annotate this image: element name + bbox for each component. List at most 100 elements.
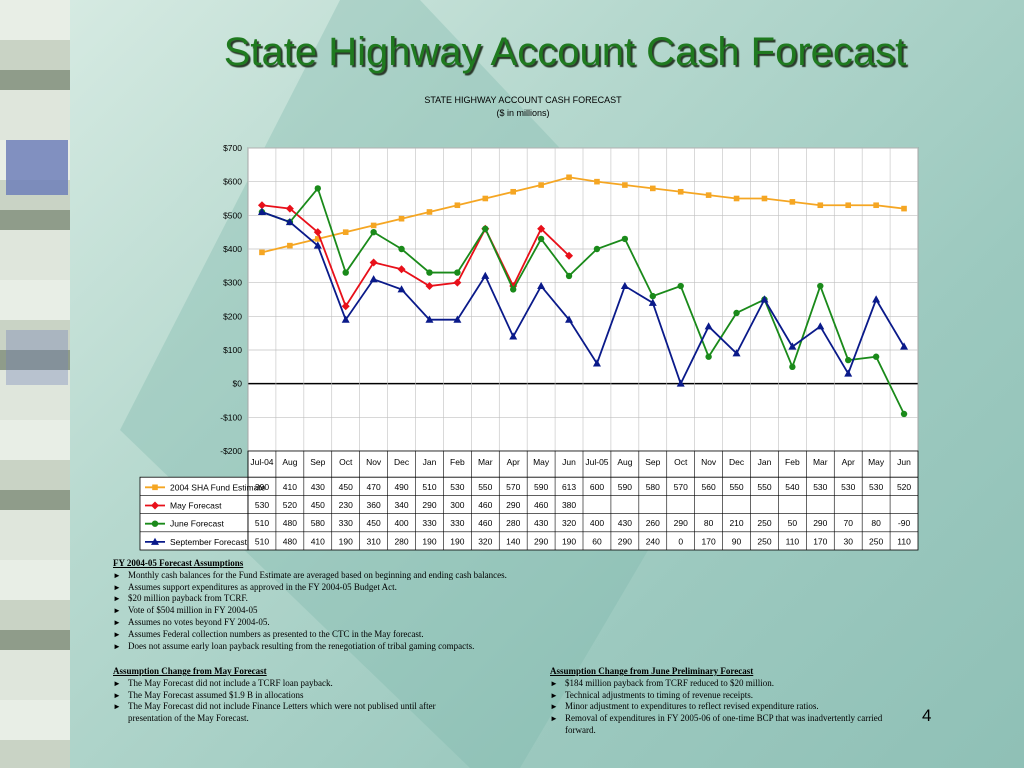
series-line: [261, 186, 905, 415]
data-label: 540: [785, 482, 799, 492]
chart-title: STATE HIGHWAY ACCOUNT CASH FORECAST: [424, 95, 622, 105]
may-change-item: The May Forecast did not include Finance…: [113, 701, 473, 725]
data-label: 290: [674, 518, 688, 528]
series-line: [261, 176, 905, 254]
data-label: 290: [813, 518, 827, 528]
data-label: 550: [729, 482, 743, 492]
data-label: 410: [283, 482, 297, 492]
data-point: [677, 282, 684, 290]
data-point: [872, 353, 880, 360]
data-point: [453, 278, 462, 287]
data-label: 60: [592, 536, 602, 546]
data-label: 300: [450, 500, 464, 510]
data-point: [425, 315, 434, 323]
may-change-item: The May Forecast assumed $1.9 B in alloc…: [113, 690, 473, 702]
data-label: 410: [311, 536, 325, 546]
data-point: [482, 195, 489, 202]
data-label: 480: [283, 536, 297, 546]
data-label: 530: [255, 500, 269, 510]
data-point: [732, 349, 741, 357]
data-label: 250: [757, 518, 771, 528]
data-label: 530: [450, 482, 464, 492]
data-point: [872, 295, 881, 303]
data-point: [481, 271, 490, 279]
legend-label: September Forecast: [170, 537, 248, 547]
data-label: 210: [729, 518, 743, 528]
data-label: 530: [869, 482, 883, 492]
legend-label: 2004 SHA Fund Estimate: [170, 482, 266, 492]
data-point: [537, 235, 545, 243]
data-label: 550: [757, 482, 771, 492]
data-point: [369, 258, 378, 267]
data-point: [259, 249, 265, 256]
data-label: 460: [534, 500, 548, 510]
data-label: 380: [562, 500, 576, 510]
data-point: [733, 309, 740, 317]
data-label: 290: [534, 536, 548, 546]
data-point: [342, 229, 349, 235]
data-label: 260: [646, 518, 660, 528]
x-tick-label: May: [868, 457, 885, 467]
june-change-item: Removal of expenditures in FY 2005-06 of…: [550, 713, 900, 737]
y-tick-label: $600: [223, 177, 242, 187]
data-label: 530: [813, 482, 827, 492]
legend-label: June Forecast: [170, 519, 224, 529]
data-point: [257, 207, 266, 215]
data-label: 190: [562, 536, 576, 546]
data-point: [314, 185, 321, 192]
data-point: [285, 204, 294, 213]
data-point: [538, 182, 544, 188]
data-label: 80: [871, 518, 881, 528]
x-tick-label: May: [533, 457, 550, 467]
data-label: 470: [367, 482, 381, 492]
data-point: [341, 315, 350, 323]
data-point: [425, 282, 434, 291]
data-point: [594, 178, 600, 185]
data-label: 190: [450, 536, 464, 546]
money-background-image: [0, 0, 70, 768]
data-label: 400: [394, 518, 408, 528]
data-point: [845, 202, 852, 209]
x-tick-label: Mar: [813, 457, 828, 467]
data-point: [314, 236, 321, 242]
data-point: [397, 265, 406, 274]
data-point: [285, 217, 294, 226]
y-tick-label: $0: [233, 379, 243, 389]
may-changes-section: Assumption Change from May Forecast The …: [113, 666, 473, 725]
legend-swatch-marker: [152, 484, 158, 491]
x-tick-label: Nov: [701, 457, 717, 467]
data-label: -90: [898, 518, 911, 528]
legend-swatch-marker: [151, 501, 159, 510]
data-label: 520: [283, 500, 297, 510]
data-point: [454, 269, 461, 276]
data-label: 190: [422, 536, 436, 546]
y-tick-label: $400: [223, 244, 242, 254]
data-label: 290: [618, 536, 632, 546]
x-tick-label: Aug: [282, 457, 297, 467]
assumption-item: Assumes support expenditures as approved…: [113, 582, 673, 594]
legend-label: May Forecast: [170, 501, 222, 511]
data-label: 290: [506, 500, 520, 510]
data-point: [844, 369, 853, 377]
assumption-item: Vote of $504 million in FY 2004-05: [113, 605, 673, 617]
data-point: [649, 292, 656, 300]
x-tick-label: Feb: [450, 457, 465, 467]
data-point: [620, 281, 629, 290]
data-label: 340: [394, 500, 408, 510]
june-changes-heading: Assumption Change from June Preliminary …: [550, 666, 754, 676]
y-tick-label: $700: [223, 143, 242, 153]
x-tick-label: Oct: [339, 457, 353, 467]
data-label: 490: [394, 482, 408, 492]
data-label: 510: [255, 536, 269, 546]
data-point: [370, 228, 377, 236]
data-point: [397, 285, 406, 293]
x-tick-label: Jan: [423, 457, 437, 467]
data-point: [900, 410, 908, 418]
data-point: [257, 201, 266, 210]
data-label: 330: [422, 518, 436, 528]
data-label: 90: [732, 536, 742, 546]
data-label: 570: [506, 482, 520, 492]
data-point: [817, 202, 824, 209]
data-point: [900, 342, 909, 350]
data-point: [287, 242, 293, 249]
